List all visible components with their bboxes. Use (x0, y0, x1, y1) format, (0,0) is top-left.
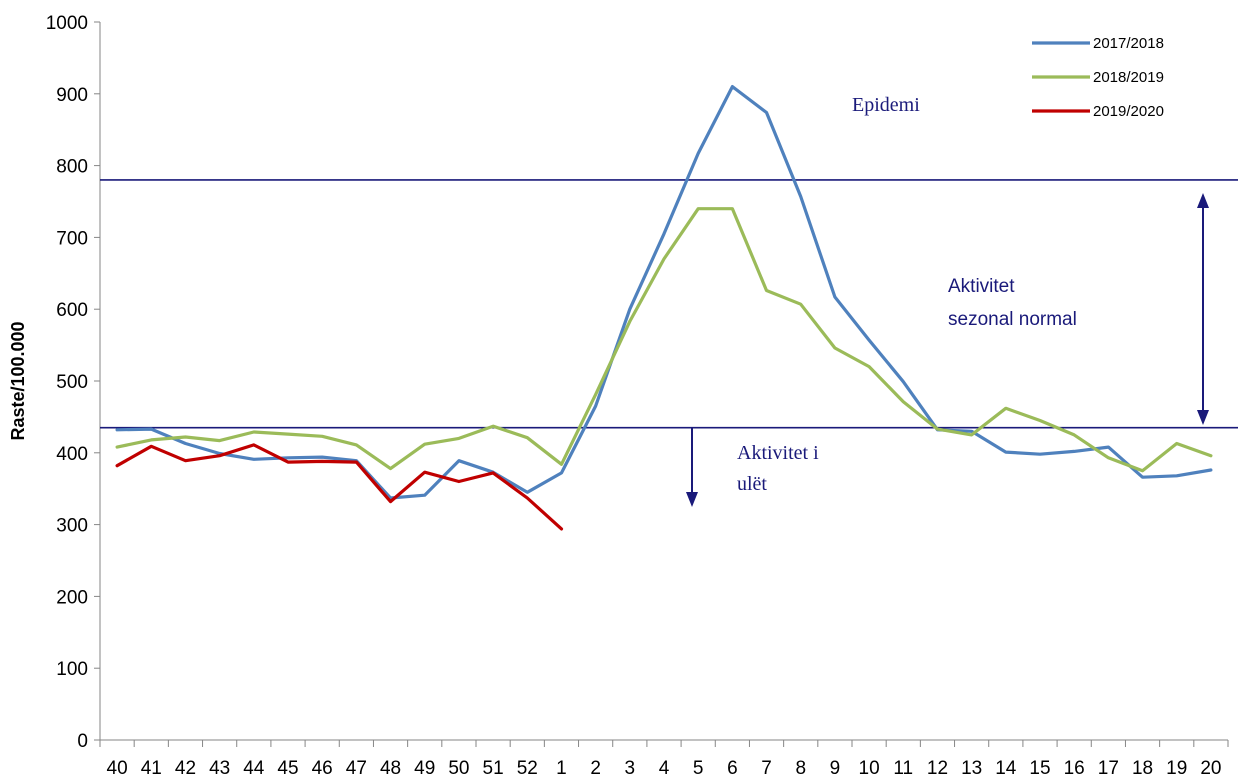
x-tick-label: 7 (761, 758, 772, 779)
y-tick-label: 1000 (46, 13, 88, 34)
x-tick-label: 16 (1064, 758, 1085, 779)
x-tick-label: 12 (927, 758, 948, 779)
x-tick-label: 50 (448, 758, 469, 779)
low-activity-down-arrow (686, 427, 698, 507)
y-tick-label: 500 (56, 372, 88, 393)
low-activity-label-line1: Aktivitet i (737, 442, 819, 464)
legend-label: 2019/2020 (1093, 103, 1164, 120)
x-axis-ticks: 40 41 42 43 44 45 46 47 48 49 50 51 52 1 2 3 4 5 6 7 8 9 10 11 1… (99, 740, 1229, 779)
x-tick-label: 46 (312, 758, 333, 779)
x-tick-label: 44 (243, 758, 265, 779)
y-tick-label: 700 (56, 228, 88, 249)
epidemic-label: Epidemi (852, 94, 920, 116)
x-tick-label: 1 (556, 758, 567, 779)
x-tick-label: 49 (414, 758, 435, 779)
x-tick-label: 42 (175, 758, 196, 779)
series-lines (115, 84, 1213, 531)
x-tick-label: 20 (1200, 758, 1221, 779)
y-tick-label: 300 (56, 516, 88, 537)
x-tick-label: 9 (830, 758, 841, 779)
x-tick-label: 2 (590, 758, 601, 779)
x-tick-label: 52 (517, 758, 538, 779)
y-tick-label: 0 (77, 731, 88, 752)
y-tick-label: 400 (56, 444, 88, 465)
x-tick-label: 18 (1132, 758, 1153, 779)
x-tick-label: 41 (141, 758, 162, 779)
series-line (115, 443, 564, 531)
x-tick-label: 51 (483, 758, 504, 779)
legend-label: 2018/2019 (1093, 69, 1164, 86)
x-tick-label: 8 (795, 758, 806, 779)
legend: 2017/2018 2018/2019 2019/2020 (1032, 35, 1164, 120)
x-tick-label: 6 (727, 758, 738, 779)
x-tick-label: 14 (995, 758, 1017, 779)
y-tick-label: 800 (56, 157, 88, 178)
x-tick-label: 15 (1029, 758, 1050, 779)
x-tick-label: 43 (209, 758, 230, 779)
x-tick-label: 48 (380, 758, 401, 779)
x-tick-label: 13 (961, 758, 982, 779)
x-tick-label: 40 (107, 758, 128, 779)
y-axis-ticks: 0 100 200 300 400 500 600 700 800 900 1000 (46, 13, 100, 752)
normal-activity-label-line2: sezonal normal (948, 309, 1077, 330)
x-tick-label: 45 (277, 758, 298, 779)
normal-activity-label-line1: Aktivitet (948, 276, 1015, 297)
x-tick-label: 5 (693, 758, 704, 779)
y-tick-label: 100 (56, 659, 88, 680)
normal-range-double-arrow (1197, 193, 1209, 425)
y-tick-label: 600 (56, 300, 88, 321)
x-tick-label: 4 (659, 758, 670, 779)
x-tick-label: 19 (1166, 758, 1187, 779)
x-tick-label: 3 (625, 758, 636, 779)
series-line (115, 84, 1213, 500)
x-tick-label: 10 (859, 758, 880, 779)
y-tick-label: 200 (56, 587, 88, 608)
y-axis-title: Raste/100.000 (8, 321, 28, 440)
threshold-lines (100, 179, 1238, 429)
x-tick-label: 11 (893, 758, 913, 779)
y-tick-label: 900 (56, 85, 88, 106)
series-line (115, 207, 1213, 473)
legend-label: 2017/2018 (1093, 35, 1164, 52)
x-tick-label: 47 (346, 758, 367, 779)
low-activity-label-line2: ulët (737, 473, 767, 495)
x-tick-label: 17 (1098, 758, 1119, 779)
